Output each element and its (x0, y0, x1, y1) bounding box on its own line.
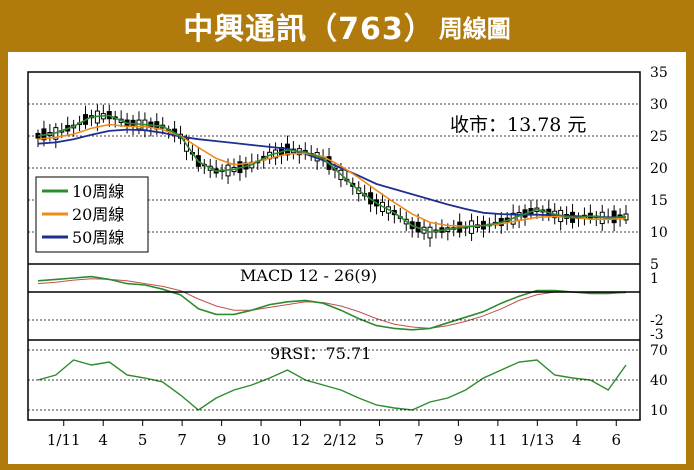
x-tick-label: 4 (98, 431, 108, 449)
chart-svg: 5 10 15 20 25 30 35 1 -2-370 40 10 1/11 4 5 7 9 10 12 2/12… (27, 65, 668, 449)
price-y-tick: 35 (650, 65, 668, 81)
rsi-y-tick: 10 (650, 403, 668, 419)
legend: 10周線 20周線 50周線 (35, 176, 149, 253)
rsi-y-tick: 40 (650, 373, 668, 389)
price-y-tick: 15 (650, 193, 668, 209)
rsi-panel (37, 359, 627, 411)
ma10-line (37, 114, 627, 233)
chart-title: 中興通訊（763） 周線圖 (0, 0, 694, 52)
x-tick-label: 11 (488, 431, 507, 449)
title-main: 中興通訊（763） (183, 12, 435, 47)
macd-y-tick: -3 (650, 327, 664, 343)
x-tick-label: 2/12 (323, 431, 357, 449)
rsi-line (37, 359, 627, 411)
close-price-annotation: 收市：13.78 元 (450, 114, 586, 136)
x-tick-label: 12 (291, 431, 310, 449)
legend-label-ma10: 10周線 (72, 182, 124, 201)
x-tick-label: 4 (572, 431, 582, 449)
ma50-line (37, 128, 626, 219)
price-y-tick: 20 (650, 161, 668, 177)
macd-panel (37, 275, 627, 331)
title-sub: 周線圖 (438, 14, 511, 43)
x-tick-label: 5 (138, 431, 148, 449)
x-tick-label: 10 (252, 431, 271, 449)
price-y-tick: 30 (650, 97, 668, 113)
legend-label-ma20: 20周線 (72, 205, 124, 224)
x-tick-label: 1/13 (520, 431, 554, 449)
plot-border (27, 71, 641, 421)
x-tick-label: 7 (177, 431, 187, 449)
macd-label: MACD 12 - 26(9) (240, 266, 377, 285)
rsi-label: 9RSI：75.71 (270, 344, 371, 363)
macd-y-tick: -2 (650, 313, 664, 329)
axes: 5 10 15 20 25 30 35 1 -2-370 40 10 1/11 4 5 7 9 10 12 2/12… (27, 65, 668, 449)
x-tick-label: 9 (217, 431, 227, 449)
price-y-tick: 10 (650, 225, 668, 241)
x-tick-label: 1/11 (47, 431, 81, 449)
x-tick-label: 9 (454, 431, 464, 449)
price-panel (35, 104, 629, 247)
macd-line (37, 275, 627, 331)
x-tick-label: 6 (611, 431, 621, 449)
x-tick-label: 5 (375, 431, 385, 449)
price-y-tick: 5 (650, 257, 659, 273)
legend-label-ma50: 50周線 (72, 228, 124, 247)
ma20-line (37, 123, 627, 228)
x-tick-label: 7 (414, 431, 424, 449)
price-y-tick: 25 (650, 129, 668, 145)
chart-panel: 5 10 15 20 25 30 35 1 -2 -3 70 40 10 1/11 4 5 7 9 10 12 2/12… (8, 52, 686, 464)
rsi-y-tick: 70 (650, 343, 668, 359)
macd-y-tick: 1 (650, 271, 659, 287)
macd-signal-line (37, 278, 627, 329)
